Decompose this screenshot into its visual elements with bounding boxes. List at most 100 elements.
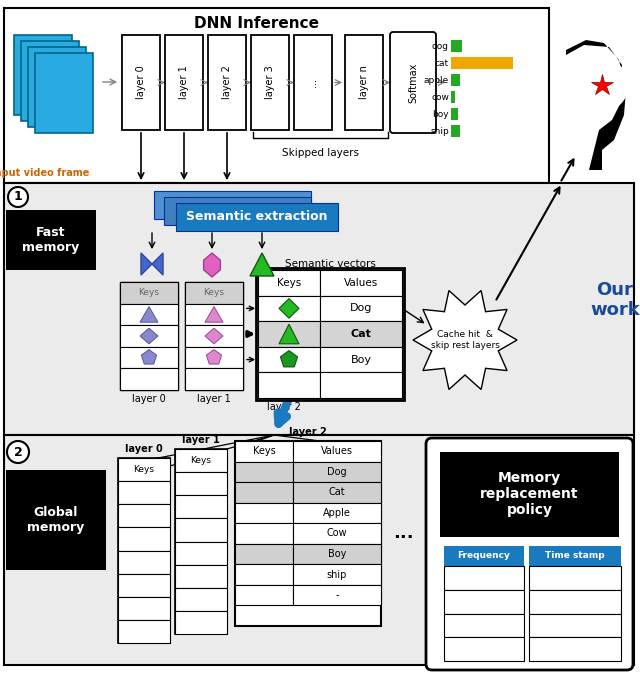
Text: layer 2: layer 2 [267,402,301,412]
FancyBboxPatch shape [28,47,86,127]
Text: Time stamp: Time stamp [545,551,605,561]
FancyBboxPatch shape [293,441,381,462]
FancyBboxPatch shape [451,57,513,69]
FancyBboxPatch shape [235,482,293,503]
Text: Keys: Keys [134,465,154,474]
Polygon shape [140,307,158,322]
FancyBboxPatch shape [529,590,621,614]
FancyBboxPatch shape [258,321,320,347]
FancyBboxPatch shape [529,637,621,661]
Text: Values: Values [344,278,378,288]
Text: 1: 1 [13,190,22,203]
Text: Cat: Cat [329,487,346,497]
Text: Global
memory: Global memory [28,506,84,534]
Polygon shape [279,324,299,344]
Text: cat: cat [435,59,449,68]
FancyBboxPatch shape [208,35,246,130]
FancyBboxPatch shape [293,523,381,544]
Text: Values: Values [321,446,353,456]
FancyBboxPatch shape [175,542,227,565]
FancyBboxPatch shape [4,435,634,665]
Polygon shape [205,328,223,344]
Polygon shape [205,307,223,322]
FancyBboxPatch shape [118,620,170,643]
FancyBboxPatch shape [175,588,227,611]
Text: Boy: Boy [328,549,346,559]
Text: Boy: Boy [351,355,371,365]
FancyBboxPatch shape [256,268,404,400]
FancyBboxPatch shape [293,565,381,585]
Text: Memory
replacement
policy: Memory replacement policy [480,471,579,517]
Text: Cache hit  &
skip rest layers: Cache hit & skip rest layers [431,330,499,350]
FancyBboxPatch shape [529,566,621,590]
FancyBboxPatch shape [320,372,402,398]
FancyBboxPatch shape [235,503,293,523]
FancyBboxPatch shape [14,35,72,115]
FancyBboxPatch shape [235,544,293,565]
FancyBboxPatch shape [120,347,178,368]
Text: Semantic extraction: Semantic extraction [186,211,328,223]
Text: Keys: Keys [138,288,159,297]
FancyBboxPatch shape [118,458,170,643]
FancyBboxPatch shape [164,197,311,225]
FancyBboxPatch shape [122,35,160,130]
FancyBboxPatch shape [120,282,178,304]
FancyBboxPatch shape [451,74,460,86]
FancyBboxPatch shape [118,573,170,597]
Text: Keys: Keys [277,278,301,288]
FancyBboxPatch shape [118,551,170,573]
FancyBboxPatch shape [258,372,320,398]
FancyBboxPatch shape [293,462,381,482]
Polygon shape [280,351,298,367]
FancyBboxPatch shape [4,183,634,435]
FancyBboxPatch shape [118,504,170,528]
Text: layer 1: layer 1 [197,394,231,404]
Polygon shape [413,291,517,390]
FancyBboxPatch shape [320,295,402,321]
FancyBboxPatch shape [345,35,383,130]
FancyBboxPatch shape [185,282,243,390]
Text: Keys: Keys [204,288,225,297]
Text: layer 2: layer 2 [222,65,232,100]
FancyBboxPatch shape [293,503,381,523]
FancyBboxPatch shape [6,470,106,570]
FancyBboxPatch shape [175,495,227,518]
Text: apple: apple [424,76,449,85]
Text: -: - [335,590,339,600]
Text: ...: ... [393,524,413,542]
FancyBboxPatch shape [293,544,381,565]
FancyBboxPatch shape [118,481,170,504]
Text: layer 0: layer 0 [125,444,163,454]
Text: Skipped layers: Skipped layers [282,148,359,158]
FancyBboxPatch shape [175,449,227,634]
Text: dog: dog [432,42,449,51]
Text: DNN Inference: DNN Inference [194,16,319,31]
FancyBboxPatch shape [120,304,178,325]
Text: layer 0: layer 0 [136,66,146,100]
FancyBboxPatch shape [440,452,619,537]
Text: Dog: Dog [327,467,347,477]
FancyBboxPatch shape [235,441,293,462]
Circle shape [8,187,28,207]
FancyBboxPatch shape [154,191,311,219]
FancyBboxPatch shape [118,528,170,551]
FancyBboxPatch shape [175,565,227,588]
FancyBboxPatch shape [175,449,227,472]
FancyBboxPatch shape [235,523,293,544]
FancyBboxPatch shape [451,91,455,103]
Text: Keys: Keys [253,446,275,456]
FancyBboxPatch shape [120,325,178,347]
FancyBboxPatch shape [4,8,549,183]
FancyBboxPatch shape [120,282,178,390]
FancyBboxPatch shape [444,590,524,614]
FancyBboxPatch shape [6,210,96,270]
FancyBboxPatch shape [118,597,170,620]
FancyBboxPatch shape [426,438,633,670]
FancyBboxPatch shape [258,270,402,398]
FancyBboxPatch shape [451,40,462,52]
Text: Cow: Cow [326,528,348,538]
FancyBboxPatch shape [293,482,381,503]
Text: Softmax: Softmax [408,63,418,103]
Text: boy: boy [433,110,449,119]
Text: 2: 2 [13,446,22,458]
